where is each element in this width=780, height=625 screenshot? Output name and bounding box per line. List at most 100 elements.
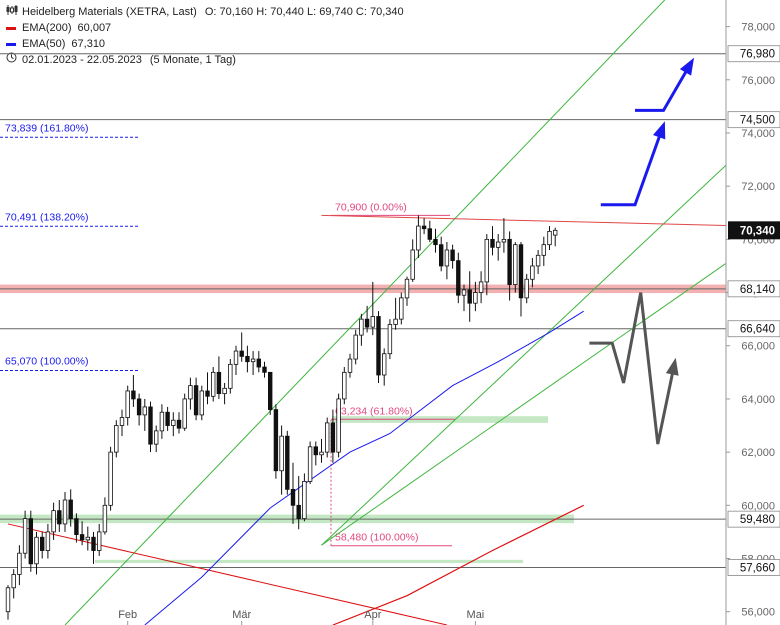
ema200-swatch: [6, 26, 16, 30]
candle-body: [239, 350, 244, 357]
candle: [279, 425, 284, 495]
candle: [421, 218, 427, 235]
candle: [22, 510, 28, 559]
candle-body: [216, 371, 222, 395]
candle-body: [228, 363, 233, 389]
candle-body: [62, 499, 68, 525]
price-tick-label: 60,000: [741, 500, 775, 512]
candle: [40, 531, 45, 559]
candle: [547, 226, 552, 250]
ema50-line: [144, 310, 584, 625]
level-badge-label: 68,140: [740, 284, 775, 296]
candle-body: [193, 385, 199, 416]
candle: [171, 412, 176, 437]
period-note: (5 Monate, 1 Tag): [149, 54, 236, 66]
fib-extension-label: 73,839 (161.80%): [5, 122, 88, 134]
level-badge-label: 66,640: [740, 324, 775, 336]
date-axis-label: Mär: [232, 609, 251, 621]
candle: [148, 401, 153, 453]
candle-body: [490, 238, 495, 248]
candle-body: [267, 371, 273, 410]
candle-body: [57, 510, 62, 525]
ema200-value: 60,007: [77, 22, 112, 34]
candle-body: [136, 398, 142, 416]
level-badge-box: [727, 559, 780, 576]
candle-body: [17, 552, 22, 575]
candle-body: [330, 422, 336, 453]
support-zone: [95, 559, 523, 564]
candle-body: [347, 358, 353, 373]
fib-extension-label: 65,070 (100.00%): [5, 355, 88, 367]
candle-body: [279, 435, 284, 472]
candle-body: [222, 387, 227, 395]
candle: [387, 319, 393, 360]
candle: [28, 510, 33, 572]
candle-body: [74, 518, 79, 535]
level-badge-box: [727, 510, 780, 528]
candle: [267, 371, 273, 415]
candle: [45, 523, 51, 559]
candle: [518, 242, 524, 317]
candle: [79, 521, 85, 546]
candle: [233, 345, 239, 375]
candle-body: [307, 446, 313, 482]
candle: [444, 242, 450, 280]
candle: [62, 492, 68, 532]
candle-body: [176, 419, 182, 429]
candle-body: [444, 249, 450, 267]
candle-body: [233, 350, 239, 365]
candle-body: [210, 371, 216, 397]
candle-body: [433, 238, 438, 246]
candle-body: [302, 480, 307, 520]
level-badge-box: [727, 280, 780, 298]
candle-body: [188, 385, 193, 400]
ema50-value: 67,310: [71, 38, 106, 50]
candle-body: [450, 249, 455, 262]
fib-extension-label: 70,491 (138.20%): [5, 211, 88, 223]
candle-body: [541, 244, 546, 256]
candle-body: [478, 281, 484, 293]
candle: [57, 500, 62, 532]
candle-body: [182, 398, 187, 429]
candle: [393, 297, 398, 330]
candle: [262, 361, 267, 378]
candle: [285, 430, 290, 495]
legend-ema200-row: EMA(200) 60,007: [6, 20, 404, 36]
candle: [176, 412, 182, 434]
price-tick-label: 64,000: [741, 394, 775, 406]
candle: [438, 236, 444, 272]
candle: [296, 476, 301, 530]
candle: [34, 531, 39, 575]
candle: [159, 404, 165, 439]
candle: [199, 385, 204, 421]
candle: [245, 345, 250, 373]
candle-body: [547, 230, 552, 246]
candle: [239, 332, 244, 362]
candle-body: [40, 536, 45, 551]
candle: [433, 228, 438, 253]
candle: [524, 273, 529, 304]
candle: [114, 420, 119, 458]
candle-body: [535, 254, 541, 267]
candle-body: [290, 488, 296, 506]
candle-body: [410, 249, 415, 280]
candle-body: [28, 518, 33, 565]
candle: [324, 417, 330, 458]
candle: [461, 284, 467, 312]
candle-body: [199, 390, 204, 416]
legend-ema50-row: EMA(50) 67,310: [6, 36, 404, 52]
candle-body: [85, 536, 90, 541]
candle-body: [296, 504, 301, 520]
candle: [484, 234, 489, 296]
candle: [404, 276, 410, 306]
candle-body: [262, 366, 267, 373]
bearish-projection-arrow-arrowhead: [665, 357, 679, 376]
level-badge: 66,640: [727, 320, 780, 338]
candle: [450, 244, 455, 269]
candle-body: [153, 430, 159, 445]
fib-retracement-label: 63,234 (61.80%): [335, 405, 413, 417]
candle: [51, 502, 56, 540]
price-axis: 56,00058,00060,00062,00064,00066,00068,0…: [725, 0, 780, 625]
